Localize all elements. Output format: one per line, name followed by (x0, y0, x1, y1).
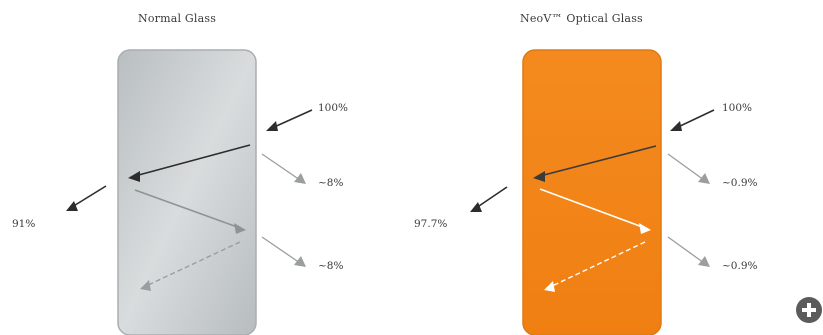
neov-reflection-2-label: ~0.9% (722, 260, 758, 272)
reflection-2-arrow (667, 236, 710, 267)
internal-ray (128, 144, 251, 291)
reflection-2-arrow (261, 236, 306, 267)
normal-glass-pane (117, 49, 257, 335)
neov-incident-label: 100% (722, 102, 753, 114)
panel-normal-glass (66, 49, 313, 335)
add-button[interactable] (796, 297, 822, 323)
normal-transmitted-label: 91% (12, 218, 36, 230)
neov-glass-title: NeoV™ Optical Glass (520, 12, 643, 25)
normal-incident-label: 100% (318, 102, 349, 114)
panel-neov-optical-glass (470, 49, 715, 335)
neov-transmitted-label: 97.7% (414, 218, 448, 230)
normal-reflection-2-label: ~8% (318, 260, 344, 272)
reflection-1-arrow (667, 153, 710, 184)
normal-reflection-1-label: ~8% (318, 177, 344, 189)
neov-glass-pane (522, 49, 662, 335)
internal-ray (533, 145, 657, 292)
reflection-1-arrow (261, 153, 306, 184)
normal-glass-title: Normal Glass (138, 12, 217, 25)
transmitted-arrow (470, 186, 508, 212)
incident-arrow (670, 109, 715, 131)
incident-arrow (266, 109, 313, 131)
neov-reflection-1-label: ~0.9% (722, 177, 758, 189)
transmitted-arrow (66, 185, 107, 211)
